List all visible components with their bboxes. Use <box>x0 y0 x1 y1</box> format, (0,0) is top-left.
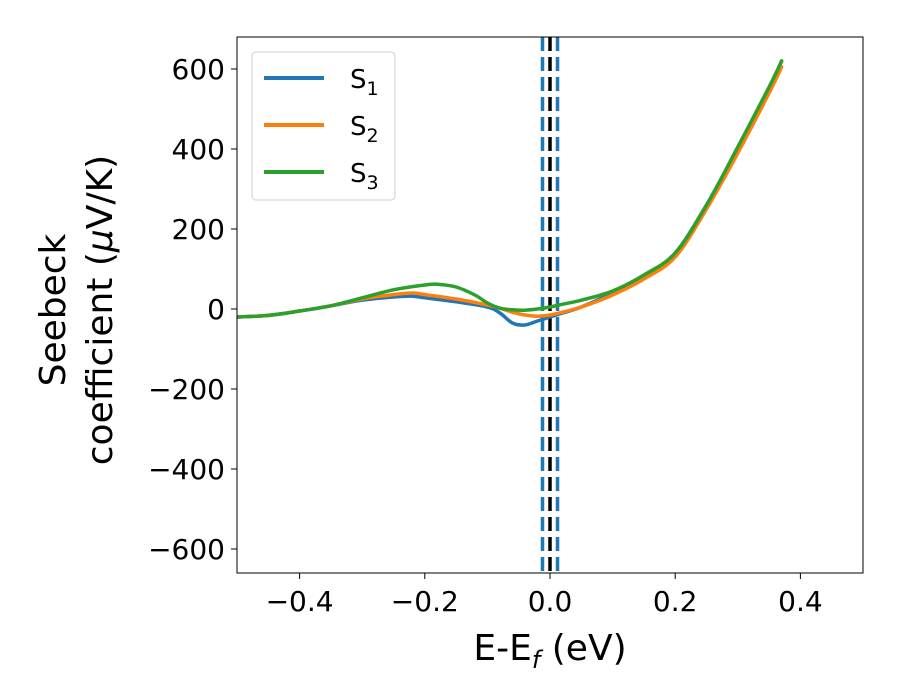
x-axis-title-unit: (eV) <box>540 628 626 669</box>
legend-label-s2: S2 <box>350 112 379 147</box>
x-axis-title: E-Ef (eV) <box>473 628 626 674</box>
legend-label-sub: 3 <box>367 172 379 194</box>
series-line-s3 <box>237 59 784 319</box>
y-axis-title-mu: μ <box>80 229 121 253</box>
y-axis: −600 −400 −200 0 200 400 600 <box>148 53 237 566</box>
y-tick-label: −400 <box>148 453 225 486</box>
y-tick-label: 0 <box>207 293 225 326</box>
legend-label-main: S <box>350 112 367 142</box>
y-axis-title-line2: coefficient (μV/K) <box>80 155 121 465</box>
legend-label-sub: 1 <box>367 78 379 100</box>
x-tick-label: 0.2 <box>653 585 698 618</box>
x-tick-label: 0.0 <box>528 585 573 618</box>
x-tick-label: −0.2 <box>391 585 459 618</box>
legend-label-main: S <box>350 159 367 189</box>
y-axis-title-pre: coefficient ( <box>80 252 121 465</box>
legend-label-s3: S3 <box>350 159 379 194</box>
x-axis-title-main: E-E <box>473 628 531 669</box>
y-tick-label: −200 <box>148 373 225 406</box>
x-axis: −0.4 −0.2 0.0 0.2 0.4 <box>266 573 823 618</box>
y-axis-title-line1: Seebeck <box>33 233 74 386</box>
legend-label-s1: S1 <box>350 65 379 100</box>
legend-label-main: S <box>350 65 367 95</box>
legend-label-sub: 2 <box>367 125 379 147</box>
x-tick-label: 0.4 <box>778 585 823 618</box>
y-tick-label: −600 <box>148 533 225 566</box>
y-tick-label: 200 <box>172 213 225 246</box>
y-tick-label: 600 <box>172 53 225 86</box>
y-axis-title-post: V/K) <box>80 155 121 229</box>
series-lines <box>237 59 784 327</box>
x-tick-label: −0.4 <box>266 585 334 618</box>
y-tick-label: 400 <box>172 133 225 166</box>
